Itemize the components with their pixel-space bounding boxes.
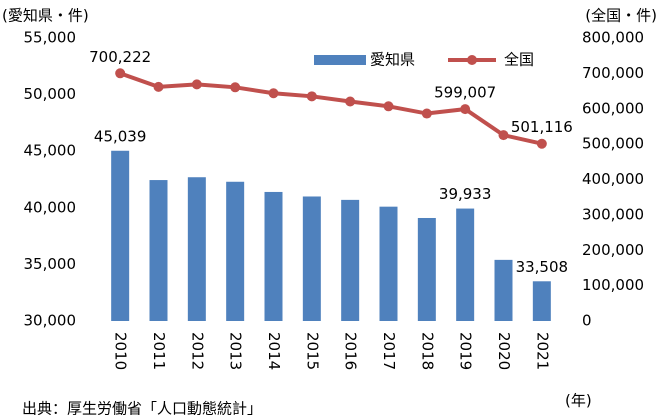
bar <box>532 281 551 321</box>
y2-tick-label: 300,000 <box>582 205 644 223</box>
x-axis-label: (年) <box>565 392 592 410</box>
line <box>119 71 543 146</box>
marker <box>153 81 164 92</box>
x-tick-label: 2015 <box>303 332 321 370</box>
y2-tick-label: 0 <box>582 312 592 330</box>
y2-tick-label: 800,000 <box>582 29 644 47</box>
legend-label: 愛知県 <box>370 51 415 69</box>
y2-tick-label: 400,000 <box>582 170 644 188</box>
y2-tick-label: 700,000 <box>582 64 644 82</box>
marker <box>421 108 432 119</box>
x-tick-label: 2016 <box>342 332 360 370</box>
x-tick-label: 2017 <box>380 332 398 370</box>
bar <box>379 206 398 321</box>
y-tick-label: 55,000 <box>24 29 77 47</box>
data-label: 33,508 <box>516 258 569 276</box>
y-tick-label: 45,000 <box>24 142 77 160</box>
x-tick-label: 2021 <box>533 332 551 370</box>
x-tick-label: 2011 <box>150 332 168 370</box>
x-tick-label: 2014 <box>265 332 283 370</box>
x-tick-label: 2013 <box>227 332 245 370</box>
bar <box>187 177 206 321</box>
legend-swatch <box>314 55 366 65</box>
x-tick-label: 2018 <box>418 332 436 370</box>
y-tick-label: 30,000 <box>24 312 77 330</box>
data-label: 501,116 <box>511 118 573 136</box>
marker <box>460 104 471 115</box>
data-label: 700,222 <box>89 48 151 66</box>
x-tick-label: 2012 <box>188 332 206 370</box>
data-label: 599,007 <box>434 84 496 102</box>
bar <box>417 217 436 321</box>
y-tick-label: 50,000 <box>24 85 77 103</box>
source-note: 出典：厚生労働省「人口動態統計」 <box>22 400 262 415</box>
data-label: 39,933 <box>439 185 492 203</box>
marker <box>191 79 202 90</box>
bar <box>149 180 168 321</box>
y-tick-label: 40,000 <box>24 198 77 216</box>
y2-tick-label: 500,000 <box>582 135 644 153</box>
bar <box>341 199 360 321</box>
marker <box>536 138 547 149</box>
bar <box>264 191 283 321</box>
y2-axis-label: (全国・件) <box>585 7 657 25</box>
x-tick-label: 2010 <box>112 332 130 370</box>
y2-tick-label: 200,000 <box>582 241 644 259</box>
y2-tick-label: 600,000 <box>582 99 644 117</box>
legend-swatch <box>467 55 477 65</box>
marker <box>115 68 126 79</box>
y-tick-label: 35,000 <box>24 255 77 273</box>
bar <box>456 208 475 321</box>
marker <box>268 88 279 99</box>
y2-tick-label: 100,000 <box>582 276 644 294</box>
marker <box>345 96 356 107</box>
marker <box>383 101 394 112</box>
data-label: 45,039 <box>94 127 147 145</box>
marker <box>306 91 317 102</box>
bar <box>226 181 245 321</box>
bar <box>302 196 321 321</box>
bar <box>111 150 130 321</box>
bar <box>494 259 513 321</box>
x-tick-label: 2020 <box>495 332 513 370</box>
marker <box>498 130 509 141</box>
legend-label: 全国 <box>504 51 534 69</box>
marker <box>230 82 241 93</box>
x-tick-label: 2019 <box>457 332 475 370</box>
y-axis-label: (愛知県・件) <box>2 7 89 25</box>
